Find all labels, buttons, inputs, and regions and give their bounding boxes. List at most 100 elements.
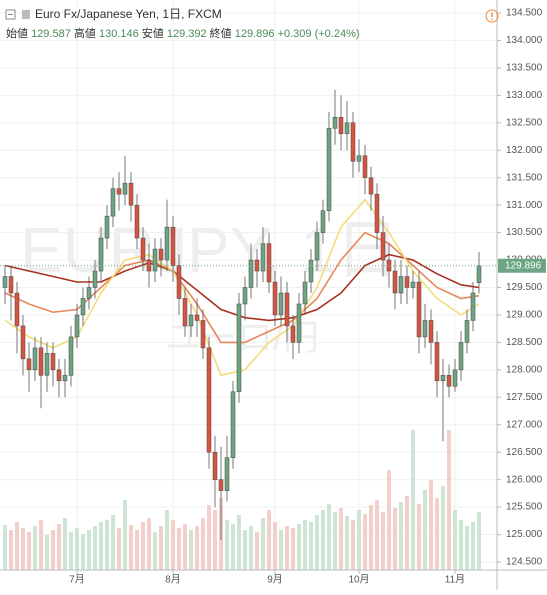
chart-title: Euro Fx/Japanese Yen, 1日, FXCM [35,7,222,21]
y-tick-label: 133.500 [506,63,543,74]
open-value: 129.587 [31,28,71,40]
candle-body [122,182,128,195]
change-value: +0.309 (+0.24%) [278,28,360,40]
y-tick-label: 125.500 [506,502,543,513]
volume-bar [15,522,19,570]
volume-bar [51,530,55,570]
high-label: 高値 [74,26,96,40]
y-tick-label: 125.000 [506,529,543,540]
y-tick-label: 126.000 [506,474,543,485]
volume-bar [441,486,445,570]
volume-bar [123,500,127,570]
volume-bar [159,526,163,570]
candle-body [326,128,332,211]
candle-body [80,298,86,316]
candle-body [182,298,188,327]
alert-icon[interactable] [485,9,499,23]
volume-bar [81,534,85,570]
candle-body [410,281,416,288]
candle-body [476,265,482,283]
candle-body [278,292,284,316]
y-tick-label: 131.500 [506,172,543,183]
volume-bar [393,508,397,570]
volume-bar [225,520,229,570]
volume-bar [285,526,289,570]
volume-bar [153,532,157,570]
candle-body [188,314,194,327]
ma-line [4,198,480,377]
volume-bar [339,508,343,570]
collapse-icon[interactable] [5,9,16,20]
y-tick-label: 129.500 [506,282,543,293]
volume-bar [417,504,421,570]
volume-bar [321,510,325,570]
volume-bar [147,518,151,570]
candle-body [284,292,290,327]
candle-body [140,237,146,261]
candle-body [194,314,200,321]
candle-body [92,270,98,288]
candle-body [14,292,20,327]
volume-bar [189,530,193,570]
volume-bar [345,516,349,570]
candle-body [308,259,314,283]
close-value: 129.896 [235,28,275,40]
volume-bar [303,520,307,570]
candle-body [2,276,8,288]
volume-bar [237,515,241,570]
candle-body [290,325,296,343]
volume-bar [273,522,277,570]
volume-bar [165,510,169,570]
ohlc-line: 始値 129.587 高値 130.146 安値 129.392 終値 129.… [6,26,360,40]
volume-bar [93,526,97,570]
volume-bar [45,535,49,570]
y-tick-label: 128.000 [506,364,543,375]
volume-bar [297,524,301,570]
candle-body [170,226,176,266]
candle-body [332,117,338,129]
candle-body [302,281,308,305]
watermark: EURJPY, 1日 [20,214,399,286]
symbol-icon [22,10,30,19]
candle-body [266,243,272,283]
x-tick-label: 7月 [69,574,85,586]
close-label: 終値 [210,26,232,40]
volume-bar [363,514,367,570]
candle-layer [2,89,482,541]
candle-body [50,353,56,371]
candle-body [446,375,452,387]
volume-bar [3,525,7,570]
y-tick-label: 124.500 [506,557,543,568]
volume-bar [99,522,103,570]
candle-body [362,155,368,178]
volume-bar [333,512,337,570]
volume-bar [429,480,433,570]
x-tick-label: 8月 [165,574,181,586]
candle-body [434,342,440,382]
candle-body [356,155,362,162]
y-tick-label: 132.000 [506,145,543,156]
candle-body [128,182,134,206]
last-price-box [498,258,546,273]
volume-bar [249,526,253,570]
volume-bar [195,526,199,570]
volume-bar [255,532,259,570]
volume-bar [207,505,211,570]
volume-bar [129,525,133,570]
volume-bar [267,510,271,570]
volume-bar [381,512,385,570]
volume-bar [405,496,409,570]
candle-body [224,457,230,491]
candle-body [218,479,224,491]
volume-bar [327,504,331,570]
y-tick-label: 134.000 [506,35,543,46]
volume-bar [309,522,313,570]
candle-body [260,243,266,272]
open-label: 始値 [6,26,28,40]
candle-body [230,391,236,458]
candle-body [320,210,326,233]
volume-bar [351,520,355,570]
candle-body [134,204,140,239]
volume-bar [213,510,217,570]
